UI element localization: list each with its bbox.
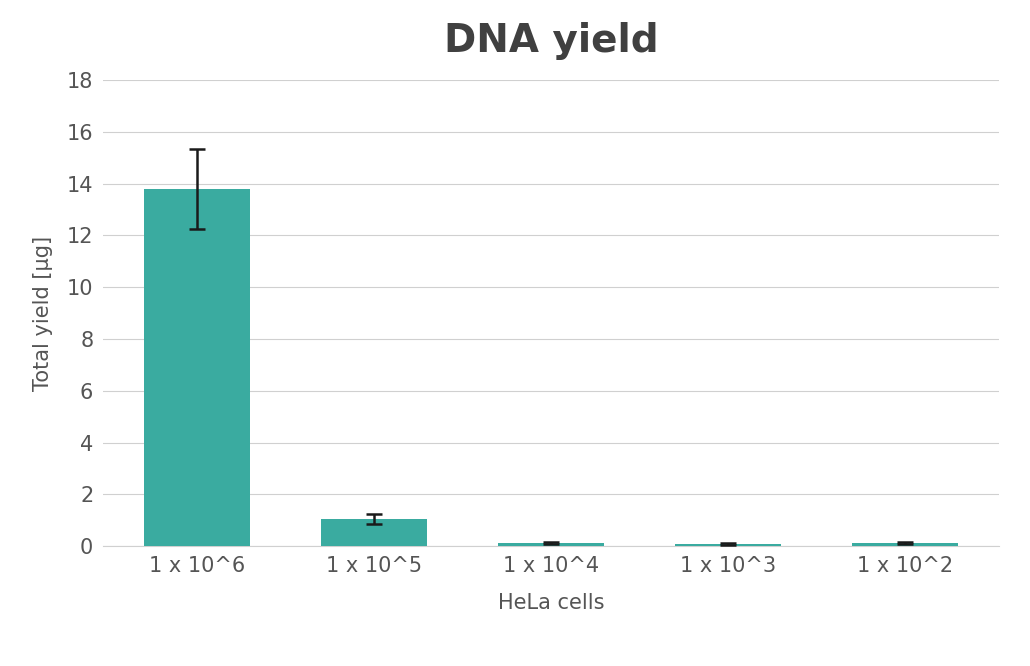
Bar <box>144 188 250 546</box>
Y-axis label: Total yield [µg]: Total yield [µg] <box>33 236 53 390</box>
Bar <box>675 544 782 546</box>
Title: DNA yield: DNA yield <box>444 22 658 60</box>
Bar <box>320 519 427 546</box>
Bar <box>497 543 605 546</box>
X-axis label: HeLa cells: HeLa cells <box>497 593 605 613</box>
Bar <box>852 543 958 546</box>
